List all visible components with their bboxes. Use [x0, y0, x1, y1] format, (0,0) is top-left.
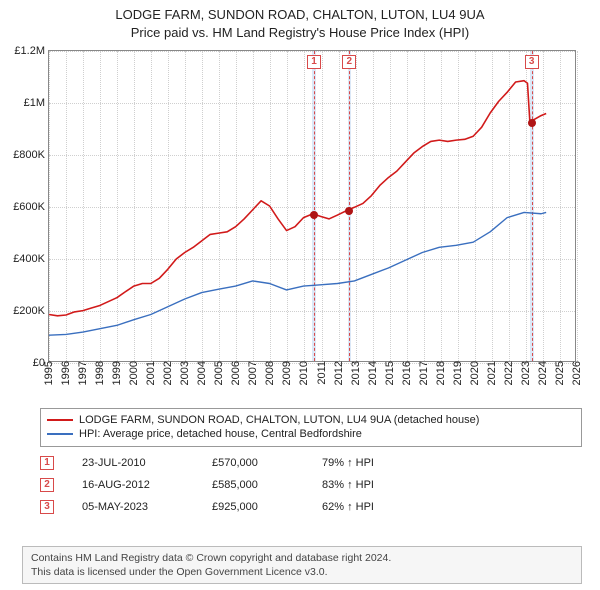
title-subtitle: Price paid vs. HM Land Registry's House …: [0, 24, 600, 42]
x-tick-label: 2009: [281, 361, 293, 389]
series-svg: [49, 51, 575, 361]
x-tick-label: 1995: [43, 361, 55, 389]
y-tick-label: £200K: [13, 305, 49, 317]
x-tick-label: 2016: [401, 361, 413, 389]
x-tick-label: 2021: [486, 361, 498, 389]
sales-row-price: £585,000: [212, 479, 312, 491]
x-tick-label: 2013: [350, 361, 362, 389]
x-tick-label: 2026: [571, 361, 583, 389]
title-block: LODGE FARM, SUNDON ROAD, CHALTON, LUTON,…: [0, 6, 600, 41]
sales-row-price: £925,000: [212, 501, 312, 513]
x-tick-label: 2001: [145, 361, 157, 389]
sales-row-pct: 79% ↑ HPI: [322, 457, 582, 469]
sale-marker-box: 2: [342, 55, 356, 69]
gridline-vertical: [577, 51, 578, 361]
sales-table: 1 23-JUL-2010 £570,000 79% ↑ HPI 2 16-AUG-201…: [40, 452, 582, 518]
sales-row-pct: 62% ↑ HPI: [322, 501, 582, 513]
y-tick-label: £400K: [13, 253, 49, 265]
x-tick-label: 2019: [452, 361, 464, 389]
sale-marker-dot: [528, 119, 536, 127]
x-tick-label: 2008: [264, 361, 276, 389]
chart-root: LODGE FARM, SUNDON ROAD, CHALTON, LUTON,…: [0, 0, 600, 590]
x-tick-label: 2017: [418, 361, 430, 389]
legend-item: LODGE FARM, SUNDON ROAD, CHALTON, LUTON,…: [47, 413, 575, 427]
sale-marker-dot: [310, 211, 318, 219]
x-tick-label: 2023: [520, 361, 532, 389]
sales-row: 3 05-MAY-2023 £925,000 62% ↑ HPI: [40, 496, 582, 518]
x-tick-label: 2007: [247, 361, 259, 389]
plot-area: £0£200K£400K£600K£800K£1M£1.2M1995199619…: [48, 50, 576, 362]
sale-marker-box: 3: [525, 55, 539, 69]
x-tick-label: 2020: [469, 361, 481, 389]
x-tick-label: 1998: [94, 361, 106, 389]
x-tick-label: 2022: [503, 361, 515, 389]
sale-marker-box: 1: [307, 55, 321, 69]
sales-row-price: £570,000: [212, 457, 312, 469]
series-hpi: [49, 212, 546, 335]
x-tick-label: 2005: [213, 361, 225, 389]
x-tick-label: 1996: [60, 361, 72, 389]
legend-swatch: [47, 433, 73, 435]
sales-row-pct: 83% ↑ HPI: [322, 479, 582, 491]
x-tick-label: 2010: [298, 361, 310, 389]
sales-row-date: 23-JUL-2010: [64, 457, 202, 469]
attribution: Contains HM Land Registry data © Crown c…: [22, 546, 582, 584]
x-tick-label: 2006: [230, 361, 242, 389]
x-tick-label: 2024: [537, 361, 549, 389]
x-tick-label: 2025: [554, 361, 566, 389]
x-tick-label: 2011: [316, 361, 328, 389]
x-tick-label: 2000: [128, 361, 140, 389]
legend-item: HPI: Average price, detached house, Cent…: [47, 427, 575, 441]
sales-row: 1 23-JUL-2010 £570,000 79% ↑ HPI: [40, 452, 582, 474]
sale-marker-dot: [345, 207, 353, 215]
x-tick-label: 2002: [162, 361, 174, 389]
title-address: LODGE FARM, SUNDON ROAD, CHALTON, LUTON,…: [0, 6, 600, 24]
legend-swatch: [47, 419, 73, 421]
x-tick-label: 2018: [435, 361, 447, 389]
y-tick-label: £600K: [13, 201, 49, 213]
x-tick-label: 2012: [333, 361, 345, 389]
y-tick-label: £1.2M: [14, 45, 49, 57]
x-tick-label: 2014: [367, 361, 379, 389]
y-tick-label: £1M: [24, 97, 49, 109]
legend-label: LODGE FARM, SUNDON ROAD, CHALTON, LUTON,…: [79, 413, 479, 427]
sales-row-number-box: 1: [40, 456, 54, 470]
x-tick-label: 2003: [179, 361, 191, 389]
sales-row: 2 16-AUG-2012 £585,000 83% ↑ HPI: [40, 474, 582, 496]
x-tick-label: 2004: [196, 361, 208, 389]
attribution-line2: This data is licensed under the Open Gov…: [31, 565, 573, 579]
sales-row-date: 16-AUG-2012: [64, 479, 202, 491]
sales-row-date: 05-MAY-2023: [64, 501, 202, 513]
legend: LODGE FARM, SUNDON ROAD, CHALTON, LUTON,…: [40, 408, 582, 447]
x-tick-label: 2015: [384, 361, 396, 389]
y-tick-label: £800K: [13, 149, 49, 161]
attribution-line1: Contains HM Land Registry data © Crown c…: [31, 551, 573, 565]
series-property: [49, 81, 546, 316]
x-tick-label: 1997: [77, 361, 89, 389]
x-tick-label: 1999: [111, 361, 123, 389]
sales-row-number-box: 2: [40, 478, 54, 492]
sales-row-number-box: 3: [40, 500, 54, 514]
legend-label: HPI: Average price, detached house, Cent…: [79, 427, 362, 441]
